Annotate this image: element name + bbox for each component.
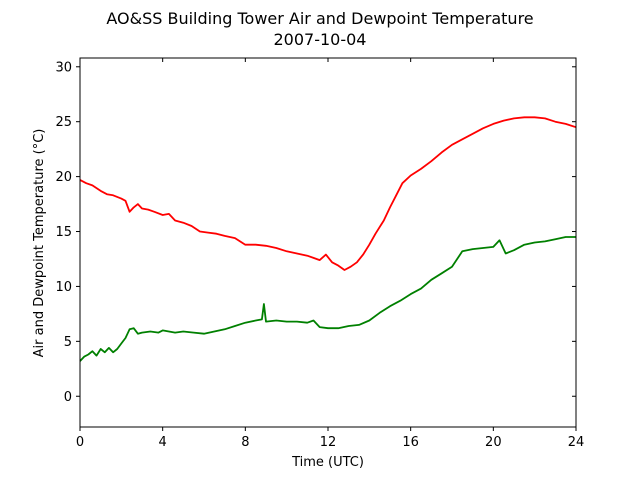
x-tick-label: 4	[159, 435, 167, 450]
y-tick-label: 5	[64, 335, 72, 350]
x-tick-label: 0	[76, 435, 84, 450]
x-axis-ticks: 0 4 8 12 16 20 24	[76, 58, 584, 450]
plot-frame	[79, 57, 577, 428]
y-tick-label: 25	[55, 115, 72, 130]
x-tick-label: 20	[485, 435, 502, 450]
y-tick-label: 30	[55, 60, 72, 75]
y-tick-label: 10	[55, 280, 72, 295]
x-tick-label: 24	[568, 435, 585, 450]
y-tick-label: 20	[55, 170, 72, 185]
x-axis-label: Time (UTC)	[291, 455, 364, 470]
x-tick-label: 12	[320, 435, 337, 450]
chart-subtitle: 2007-10-04	[274, 30, 367, 49]
chart-title: AO&SS Building Tower Air and Dewpoint Te…	[106, 9, 533, 28]
y-axis-ticks: 0 5 10 15 20 25 30	[55, 60, 576, 405]
x-tick-label: 8	[241, 435, 249, 450]
y-tick-label: 15	[55, 225, 72, 240]
y-axis-label: Air and Dewpoint Temperature (°C)	[32, 129, 47, 358]
plot-series	[79, 116, 577, 362]
x-tick-label: 16	[402, 435, 419, 450]
series-line-air-temperature	[79, 116, 577, 271]
y-tick-label: 0	[64, 390, 72, 405]
series-line-dewpoint	[79, 236, 576, 362]
